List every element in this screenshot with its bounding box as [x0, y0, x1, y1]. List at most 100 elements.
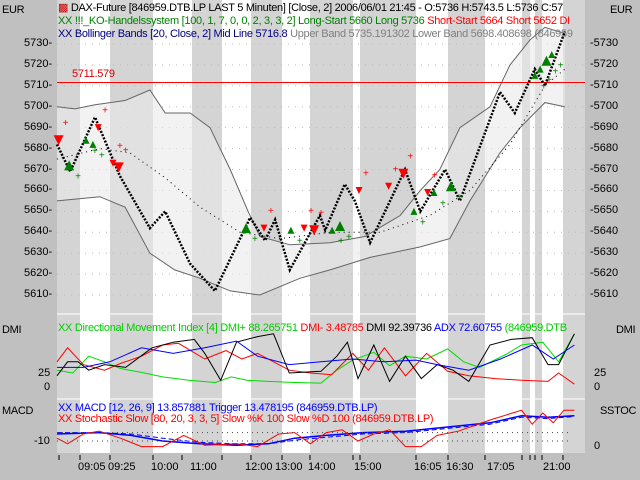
long-signal-cross: +	[440, 199, 446, 210]
dmi-legend-adx: ADX 72.60755	[433, 322, 502, 334]
session-stripe	[353, 0, 360, 453]
x-tick-label: 16:05	[414, 461, 442, 473]
y-tick-label-right: -5700	[590, 99, 619, 112]
y-tick-label-right: -5660	[590, 183, 619, 196]
y-tick-label-left: 5690-	[24, 120, 53, 133]
y-tick-label-right: -5710	[590, 78, 619, 91]
long-signal-triangle	[335, 221, 346, 232]
short-signal-triangle	[94, 124, 102, 132]
dmi-plus-line	[56, 333, 575, 384]
y-tick-label-left: 5650-	[24, 204, 53, 217]
long-signal-triangle	[430, 189, 438, 197]
long-signal-triangle	[445, 181, 456, 192]
session-stripe	[542, 0, 563, 453]
y-tick-label-left: 5720-	[24, 57, 53, 70]
x-tick-label: 17:05	[487, 461, 515, 473]
long-signal-cross: +	[546, 75, 552, 86]
macd-tick-left: -10	[34, 435, 50, 447]
long-signal-triangle	[241, 223, 252, 234]
dmi-label-right: DMI	[616, 324, 636, 336]
y-tick-label-left: 5730-	[24, 37, 53, 49]
short-signal-triangle	[113, 162, 124, 173]
sstoc-label-right: SSTOC	[600, 405, 637, 417]
bollinger-upper-band	[56, 26, 566, 246]
short-signal-triangle	[309, 225, 320, 236]
short-signal-triangle	[53, 135, 64, 146]
y-tick-label-right: -5640	[590, 225, 619, 238]
long-signal-cross: +	[420, 217, 426, 228]
bb-legend: XX Bollinger Bands [20, Close, 2] Mid Li…	[58, 28, 585, 40]
bb-legend-bands: Upper Band 5735.191302 Lower Band 5698.4…	[290, 28, 573, 40]
macd-legend: XX MACD [12, 26, 9] 13.857881 Trigger 13…	[58, 402, 378, 414]
dmi-legend-dmi: DMI 92.39736	[366, 322, 432, 334]
macd-line	[56, 415, 575, 446]
short-signal-triangle	[424, 189, 432, 197]
macd-trigger-line	[57, 416, 575, 445]
ko-legend-short: Short-Start 5664 Short 5652 DI	[427, 15, 570, 27]
y-tick-label-right: -5650	[590, 204, 619, 217]
long-signal-cross: +	[558, 60, 564, 71]
short-signal-cross: +	[393, 164, 399, 175]
short-signal-cross: +	[102, 106, 108, 117]
dmi-legend-plus: XX Directional Movement Index [4] DMI+ 8…	[58, 322, 298, 334]
long-signal-triangle	[548, 50, 556, 58]
x-tick-label: 10:00	[151, 461, 179, 473]
long-signal-triangle	[89, 140, 97, 148]
y-tick-label-left: 5630-	[24, 246, 53, 259]
y-tick-label-right: -5690	[590, 120, 619, 133]
long-signal-triangle	[64, 160, 75, 171]
long-signal-triangle	[82, 136, 90, 144]
session-stripe	[563, 0, 585, 453]
y-tick-label-right: -5720	[590, 57, 619, 70]
long-signal-cross: +	[541, 81, 547, 92]
y-tick-label-right: -5730	[590, 37, 619, 49]
y-tick-label-left: 5660-	[24, 183, 53, 196]
long-signal-cross: +	[99, 150, 105, 161]
axis-ticks	[58, 455, 564, 460]
long-signal-cross: +	[338, 236, 344, 247]
dmi-tick-0-right: 0	[594, 381, 601, 393]
chart-title: ▩ DAX-Future [846959.DTB.LP LAST 5 Minut…	[58, 2, 585, 14]
price-line-label: 5711.579	[72, 68, 115, 80]
long-signal-triangle	[287, 226, 295, 234]
y-tick-label-left: 5680-	[24, 141, 53, 154]
x-tick-label: 16:30	[446, 461, 474, 473]
dmi-minus-line	[56, 342, 575, 385]
stoch-legend: XX Stochastic Slow [80, 20, 3, 3, 5] Slo…	[58, 413, 434, 425]
y-tick-label-left: 5700-	[24, 99, 53, 112]
y-tick-label-left: 5640-	[24, 225, 53, 238]
y-tick-label-left: 5620-	[24, 267, 53, 280]
long-signal-triangle	[531, 71, 539, 79]
session-stripe	[530, 0, 535, 453]
short-signal-cross: +	[318, 208, 324, 219]
y-tick-label-right: -5680	[590, 141, 619, 154]
dmi-legend: XX Directional Movement Index [4] DMI+ 8…	[58, 322, 585, 334]
currency-right: EUR	[610, 4, 633, 16]
currency-left: EUR	[2, 4, 25, 16]
short-signal-cross: +	[308, 206, 314, 217]
x-tick-label: 09:05	[78, 461, 106, 473]
x-tick-label: 12:00	[245, 461, 273, 473]
long-signal-cross: +	[92, 146, 98, 157]
ko-legend: XX !!!_KO-Handelssystem [100, 1, 7, 0, 0…	[58, 15, 585, 27]
x-tick-label: 21:00	[543, 461, 571, 473]
adx-line	[57, 340, 575, 371]
long-signal-cross: +	[252, 234, 258, 245]
macd-label-left: MACD	[2, 405, 34, 417]
bollinger-lower-band	[56, 102, 566, 296]
session-stripe	[522, 0, 530, 453]
short-signal-triangle	[398, 168, 409, 179]
y-tick-label-right: -5630	[590, 246, 619, 259]
y-tick-label-left: 5610-	[24, 288, 53, 301]
dmi-tick-25-right: 25	[594, 367, 607, 379]
ko-legend-long: XX !!!_KO-Handelssystem [100, 1, 7, 0, 0…	[58, 15, 425, 27]
short-signal-cross: +	[63, 118, 69, 129]
long-signal-triangle	[536, 65, 544, 73]
short-signal-cross: +	[268, 206, 274, 217]
x-tick-label: 09:25	[108, 461, 136, 473]
stochastic-line	[56, 409, 575, 448]
long-signal-cross: +	[346, 232, 352, 243]
long-signal-triangle	[410, 207, 418, 215]
x-tick-label: 11:00	[190, 461, 217, 473]
